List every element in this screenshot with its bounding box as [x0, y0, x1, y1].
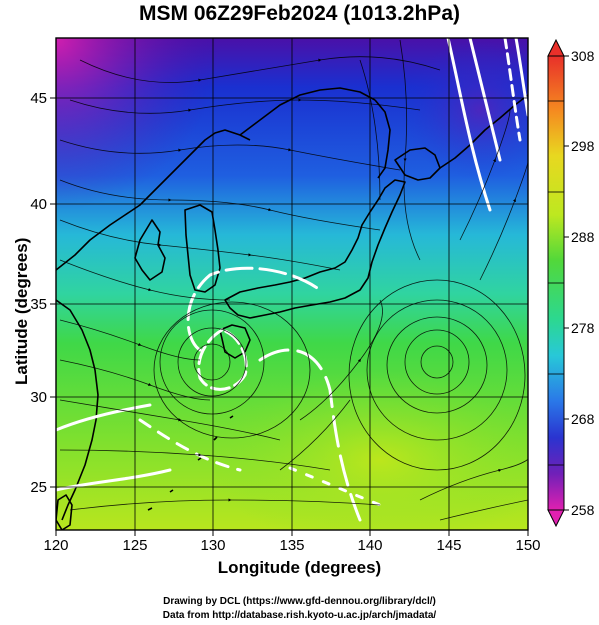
colorbar: 308 298 288 278 268 258	[547, 38, 595, 528]
x-tick-145: 145	[436, 530, 462, 554]
colorbar-tick-298: 298	[564, 138, 595, 154]
colorbar-tick-308: 308	[564, 48, 595, 64]
colorbar-tick-258: 258	[564, 502, 595, 518]
x-tick-label: 145	[436, 537, 461, 554]
x-tick-label: 130	[200, 537, 225, 554]
map-plot-area	[56, 38, 528, 530]
colorbar-tick-278: 278	[564, 320, 595, 336]
colorbar-bottom-arrow	[547, 509, 565, 528]
warm-air-region	[210, 370, 528, 530]
x-tick-135: 135	[279, 530, 305, 554]
colorbar-tick-label: 288	[571, 229, 595, 245]
credit-data: Data from http://database.rish.kyoto-u.a…	[162, 610, 437, 621]
cold-air-northeast	[400, 40, 528, 180]
grid-lines	[56, 38, 528, 530]
colorbar-tick-label: 268	[571, 411, 595, 427]
y-axis-ticks: 25 30 35 40 45	[30, 90, 56, 496]
y-tick-25: 25	[30, 479, 56, 496]
colorbar-tick-label: 278	[571, 320, 595, 336]
x-tick-130: 130	[200, 530, 226, 554]
x-tick-label: 120	[43, 537, 68, 554]
y-tick-40: 40	[30, 196, 56, 213]
x-tick-label: 140	[357, 537, 382, 554]
x-tick-label: 125	[122, 537, 147, 554]
y-tick-label: 30	[30, 389, 47, 406]
wind-streamlines	[59, 39, 528, 521]
colorbar-tick-label: 258	[571, 502, 595, 518]
front-contours	[56, 38, 528, 522]
colorbar-tick-268: 268	[564, 411, 595, 427]
colorbar-tick-label: 308	[571, 48, 595, 64]
x-axis-ticks: 120 125 130 135 140 145 150	[43, 530, 541, 554]
y-tick-label: 45	[30, 90, 47, 107]
y-tick-label: 25	[30, 479, 47, 496]
chart-title: MSM 06Z29Feb2024 (1013.2hPa)	[139, 2, 460, 25]
y-tick-label: 40	[30, 196, 47, 213]
x-tick-label: 135	[279, 537, 304, 554]
x-tick-140: 140	[357, 530, 383, 554]
credit-drawing: Drawing by DCL (https://www.gfd-dennou.o…	[163, 596, 436, 607]
y-tick-45: 45	[30, 90, 56, 107]
x-tick-150: 150	[515, 530, 541, 554]
x-axis-label: Longitude (degrees)	[217, 558, 382, 577]
y-tick-label: 35	[30, 296, 47, 313]
y-tick-30: 30	[30, 389, 56, 406]
colorbar-tick-label: 298	[571, 138, 595, 154]
colorbar-top-arrow	[547, 38, 565, 57]
x-tick-label: 150	[515, 537, 540, 554]
colorbar-tick-288: 288	[564, 229, 595, 245]
y-tick-35: 35	[30, 296, 56, 313]
x-tick-125: 125	[122, 530, 148, 554]
x-tick-120: 120	[43, 530, 69, 554]
